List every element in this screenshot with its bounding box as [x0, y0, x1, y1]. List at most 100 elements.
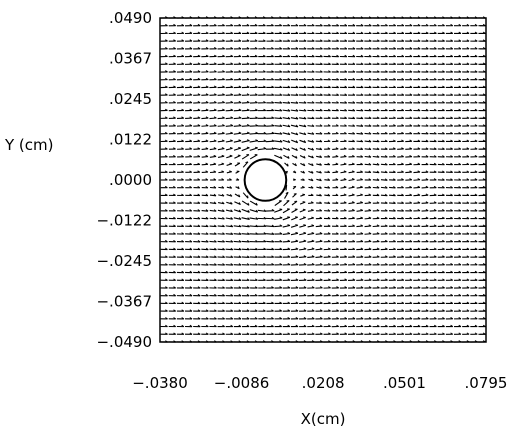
velocity-vector-head [293, 170, 297, 174]
velocity-vector-head [344, 23, 348, 27]
velocity-vector-head [238, 77, 242, 81]
velocity-vector-head [246, 255, 250, 258]
velocity-vector-head [466, 178, 470, 181]
velocity-vector-head [368, 332, 372, 335]
velocity-vector [348, 163, 355, 166]
velocity-vector [233, 217, 242, 220]
velocity-vector-head [319, 193, 322, 197]
velocity-vector-head [458, 131, 462, 135]
velocity-vector [290, 117, 299, 120]
velocity-vector-head [181, 185, 184, 189]
velocity-vector-head [425, 93, 429, 96]
velocity-vector-head [221, 170, 225, 173]
velocity-vector-head [303, 77, 307, 81]
velocity-vector-head [336, 262, 339, 266]
velocity-vector-head [385, 309, 388, 312]
velocity-vector [217, 240, 225, 243]
velocity-vector-head [376, 77, 380, 81]
velocity-vector-head [255, 255, 258, 258]
velocity-vector-head [229, 178, 232, 181]
velocity-vector [284, 192, 289, 199]
velocity-vector-head [189, 100, 193, 104]
velocity-vector-head [238, 146, 241, 149]
velocity-vector-head [376, 309, 380, 312]
velocity-vector-head [213, 162, 217, 165]
velocity-vector-head [246, 286, 250, 289]
y-axis-tick-labels: .0490.0367.0245.0122.0000−.0122−.0245−.0… [96, 9, 152, 351]
velocity-vector-head [352, 270, 356, 273]
velocity-vector-head [368, 224, 372, 227]
velocity-vector-head [433, 263, 437, 266]
velocity-vector-head [311, 85, 315, 88]
velocity-vector-head [189, 70, 193, 73]
velocity-vector-head [295, 77, 299, 81]
velocity-vector-head [376, 332, 380, 335]
velocity-vector-head [303, 23, 307, 27]
velocity-vector [299, 139, 306, 144]
velocity-vector-head [271, 77, 274, 81]
velocity-vector-head [287, 132, 291, 135]
velocity-vector-head [458, 193, 462, 196]
velocity-vector [234, 201, 241, 206]
velocity-vector-head [222, 301, 225, 304]
velocity-vector-head [336, 301, 339, 304]
velocity-vector-head [189, 216, 193, 220]
velocity-vector-head [279, 47, 283, 50]
velocity-vector [282, 117, 291, 120]
velocity-vector [291, 208, 298, 213]
velocity-vector-head [450, 247, 453, 250]
y-tick-label: .0245 [109, 90, 152, 108]
velocity-vector-head [295, 70, 299, 73]
velocity-vector-head [287, 262, 291, 266]
velocity-vector-head [295, 124, 299, 128]
velocity-vector-head [442, 85, 445, 88]
velocity-vector [282, 132, 291, 136]
velocity-vector [372, 148, 380, 150]
velocity-vector-head [336, 31, 340, 34]
velocity-vector-head [352, 332, 356, 335]
velocity-vector-head [409, 147, 413, 150]
velocity-vector-head [255, 202, 258, 206]
velocity-vector-head [181, 239, 185, 243]
velocity-vector [348, 186, 355, 189]
velocity-vector-head [336, 247, 339, 250]
velocity-vector-head [230, 54, 234, 57]
velocity-vector-head [384, 124, 388, 127]
velocity-vector-head [173, 155, 176, 158]
velocity-vector-head [263, 232, 267, 235]
velocity-vector-head [311, 255, 315, 258]
velocity-vector-head [352, 239, 356, 243]
velocity-vector-head [425, 301, 429, 304]
velocity-vector-head [409, 101, 413, 104]
velocity-vector [274, 154, 283, 160]
velocity-vector-head [450, 293, 454, 297]
velocity-vector-head [466, 170, 470, 173]
velocity-vector-head [384, 162, 388, 166]
velocity-vector-head [173, 185, 176, 189]
velocity-vector-head [401, 162, 404, 165]
velocity-vector [209, 140, 217, 143]
velocity-vector [282, 147, 290, 151]
velocity-vector-head [197, 270, 201, 274]
velocity-vector-head [189, 77, 193, 81]
velocity-vector-head [262, 47, 266, 50]
velocity-vector-head [189, 309, 193, 312]
velocity-vector-head [336, 62, 340, 65]
velocity-vector-head [246, 23, 250, 27]
velocity-vector-head [328, 324, 331, 327]
velocity-vector-head [165, 286, 168, 289]
velocity-vector-head [466, 239, 470, 243]
velocity-vector-head [417, 185, 421, 188]
velocity-vector-head [311, 208, 314, 211]
velocity-vector-head [401, 201, 404, 204]
velocity-vector-head [327, 224, 331, 227]
velocity-vector [249, 154, 258, 160]
velocity-vector-head [327, 239, 331, 242]
velocity-vector-head [222, 23, 225, 27]
velocity-vector-head [271, 270, 274, 273]
velocity-vector-head [409, 193, 413, 196]
velocity-vector-head [376, 301, 380, 304]
velocity-vector-head [376, 178, 380, 181]
velocity-vector-head [433, 116, 437, 119]
velocity-vector [364, 233, 372, 235]
